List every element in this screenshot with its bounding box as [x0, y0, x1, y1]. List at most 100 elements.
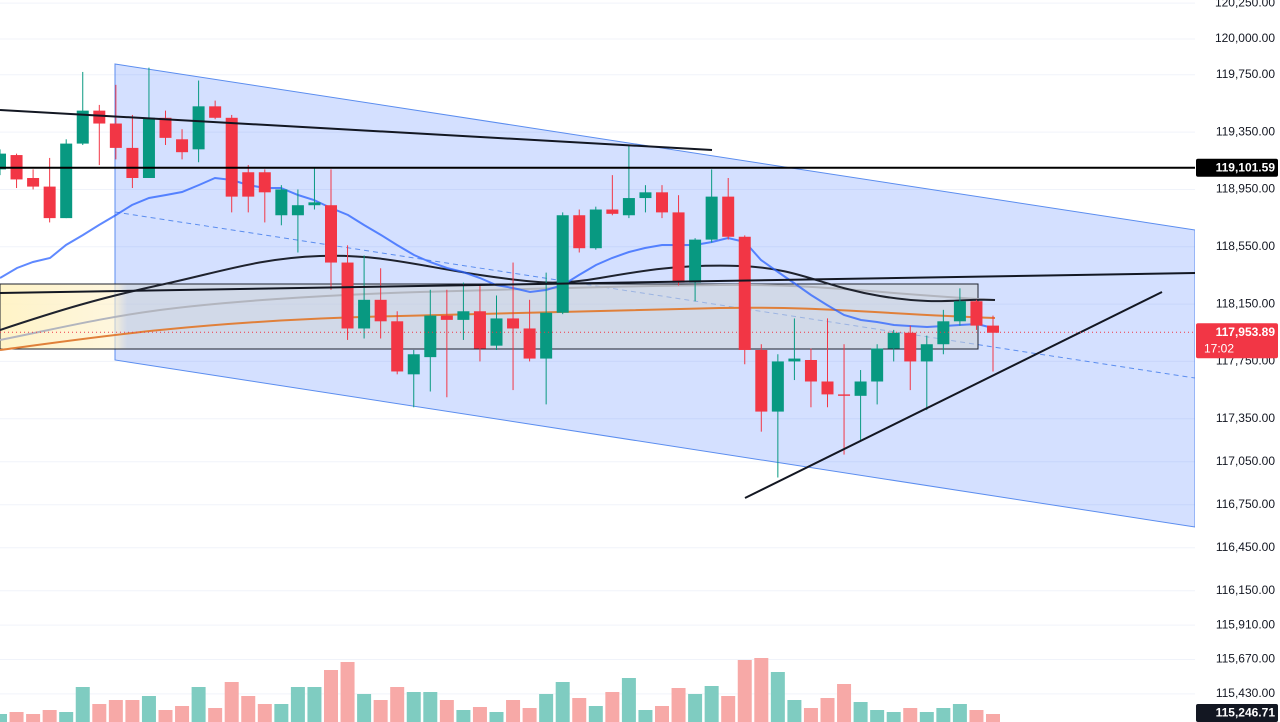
candle-body [341, 262, 354, 329]
candle-body [639, 192, 652, 199]
price-label: 117,953.89 [1216, 325, 1276, 339]
price-label-box [1196, 323, 1278, 359]
candle-body [0, 153, 6, 170]
y-tick-label: 116,450.00 [1216, 540, 1275, 554]
price-axis [1196, 0, 1280, 722]
candle-body [953, 301, 966, 322]
candle-body [176, 139, 189, 153]
volume-bar [456, 710, 471, 722]
volume-bar [621, 678, 636, 722]
candle-body [788, 358, 801, 362]
candle-body [258, 172, 271, 193]
price-label: 115,246.71 [1216, 706, 1276, 720]
candle-body [391, 321, 404, 372]
volume-bar [406, 692, 421, 722]
volume-bar [0, 714, 7, 722]
volume-bar [439, 700, 454, 722]
candle-body [871, 348, 884, 382]
candle-body [622, 198, 635, 216]
trend-line [744, 291, 1163, 499]
volume-bar [936, 708, 951, 722]
candle-body [275, 189, 288, 216]
y-tick-label: 115,430.00 [1216, 686, 1275, 700]
volume-bar [903, 708, 918, 722]
volume-bar [522, 708, 537, 722]
volume-bar [655, 706, 669, 722]
volume-bar [390, 687, 405, 722]
candle-body [473, 311, 486, 349]
volume-bar [605, 692, 620, 722]
candle-body [589, 209, 602, 249]
candle-body [358, 299, 371, 329]
candle-body [573, 215, 586, 249]
candle-body [142, 117, 155, 178]
candle-body [771, 361, 784, 412]
y-tick-label: 116,750.00 [1216, 497, 1275, 511]
candle-body [854, 381, 867, 396]
volume-bar [59, 712, 74, 722]
volume-bar [870, 710, 885, 722]
volume-bar [555, 682, 570, 722]
candle-body [192, 106, 205, 150]
volume-bar [886, 712, 901, 722]
candle-body [920, 344, 933, 362]
candle-body [424, 315, 437, 358]
price-label: 119,101.59 [1216, 160, 1276, 174]
candle-body [838, 394, 851, 396]
volume-bar [423, 692, 438, 722]
volume-bar [357, 694, 372, 722]
y-tick-label: 119,350.00 [1216, 124, 1275, 138]
volume-bar [837, 684, 852, 722]
volume-bar [92, 704, 107, 722]
volume-bar [638, 710, 653, 722]
candle-body [93, 110, 106, 124]
candle-body [540, 312, 553, 359]
trend-lines [0, 109, 1195, 499]
candle-body [738, 236, 751, 350]
candle-body [937, 321, 950, 345]
countdown: 17:02 [1204, 341, 1234, 355]
volume-bar [340, 662, 355, 722]
candle-body [225, 117, 238, 197]
volume-bar [9, 712, 24, 722]
volume-bar [853, 702, 868, 722]
candle-body [60, 143, 73, 219]
range-zone [0, 283, 979, 350]
volume-bar [737, 660, 752, 722]
candle-body [887, 332, 900, 349]
volume-bar [572, 698, 587, 722]
volume-bar [721, 696, 736, 722]
candle-body [523, 328, 536, 359]
volume-bar [75, 687, 90, 722]
candle-body [159, 117, 172, 138]
volume-bar [274, 704, 289, 722]
volume-bar [307, 687, 322, 722]
y-tick-label: 118,150.00 [1216, 296, 1275, 310]
candle-body [804, 359, 817, 382]
candle-body [325, 205, 337, 263]
ma-orange [0, 306, 996, 351]
y-tick-label: 117,350.00 [1216, 411, 1275, 425]
volume-bar [373, 700, 388, 722]
drawings [0, 63, 1195, 528]
candle-body [821, 381, 834, 395]
volume-bar [803, 708, 818, 722]
volume-bar [969, 710, 984, 722]
volume-bar [704, 686, 719, 722]
candle-body [291, 205, 304, 216]
ma-gray [0, 283, 996, 341]
price-label-box [1196, 158, 1278, 177]
volume-bar [688, 694, 703, 722]
volume-bar [539, 694, 554, 722]
candle-body [755, 349, 768, 412]
candles [0, 67, 999, 478]
volume-bar [671, 688, 686, 722]
volume-bar [108, 700, 123, 722]
candle-body [606, 209, 619, 214]
candle-body [556, 215, 569, 313]
y-tick-label: 118,550.00 [1216, 239, 1275, 253]
volume-bar [224, 682, 239, 722]
candle-body [689, 239, 702, 283]
